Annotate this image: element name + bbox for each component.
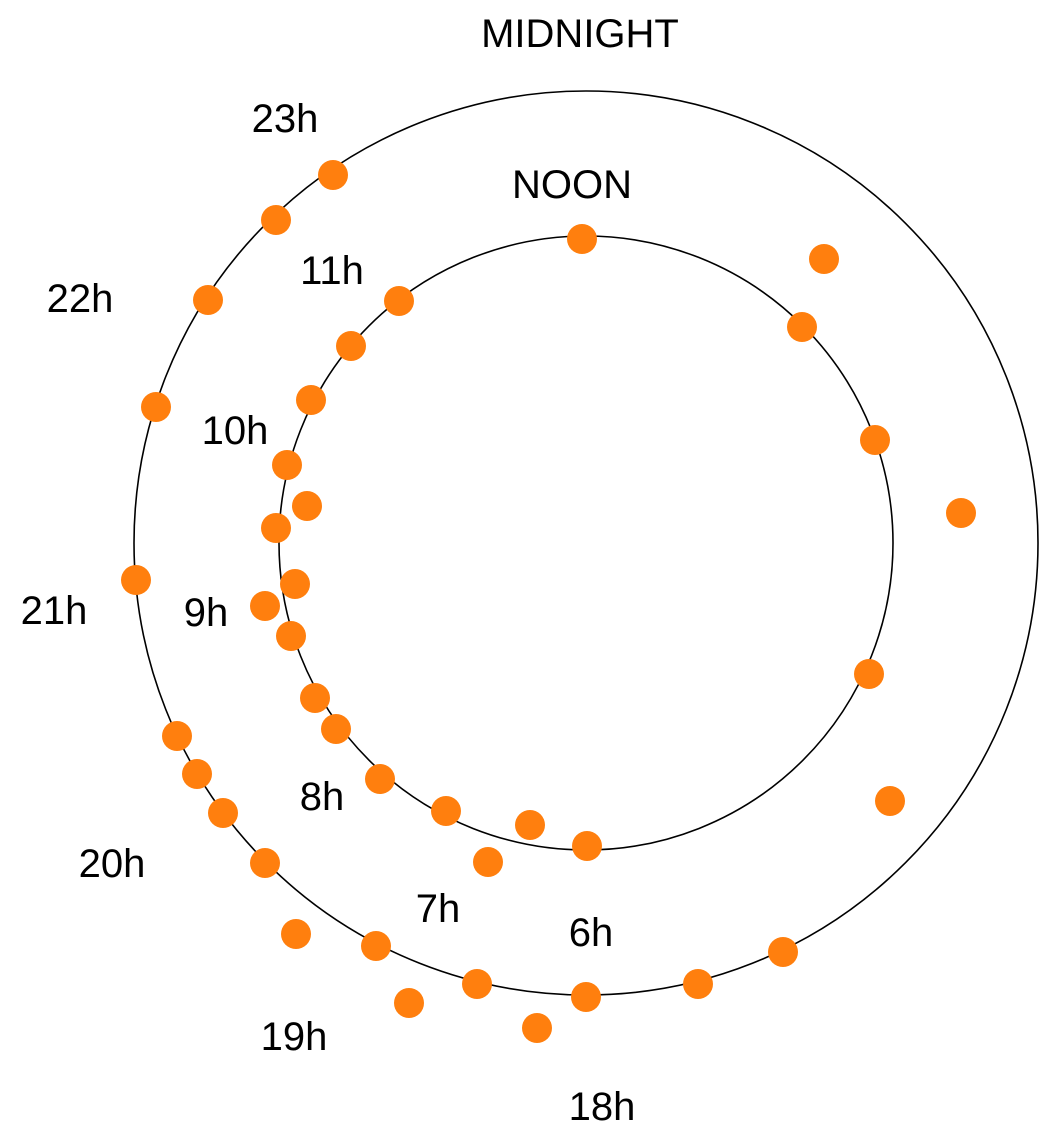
data-point <box>261 513 291 543</box>
outer-hour-label: 23h <box>252 97 319 141</box>
inner-hour-label: 6h <box>569 911 614 955</box>
data-point <box>280 569 310 599</box>
data-point <box>567 224 597 254</box>
outer-hour-label: 22h <box>47 277 114 321</box>
inner-hour-label: 11h <box>300 249 364 293</box>
data-point <box>318 160 348 190</box>
data-point <box>473 847 503 877</box>
data-point <box>296 385 326 415</box>
data-point <box>854 659 884 689</box>
inner-hour-label: 9h <box>184 591 229 635</box>
data-point <box>809 244 839 274</box>
outer-hour-label: 19h <box>261 1015 328 1059</box>
data-point <box>208 798 238 828</box>
data-point <box>121 565 151 595</box>
inner-hour-label: 10h <box>202 409 269 453</box>
dots-layer <box>121 160 976 1043</box>
noon-label: NOON <box>512 163 632 207</box>
data-point <box>683 969 713 999</box>
data-point <box>182 759 212 789</box>
data-point <box>515 810 545 840</box>
midnight-label: MIDNIGHT <box>481 12 679 56</box>
inner-hour-label: 8h <box>300 775 345 819</box>
data-point <box>875 786 905 816</box>
data-point <box>281 919 311 949</box>
data-point <box>336 331 366 361</box>
data-point <box>361 931 391 961</box>
data-point <box>787 312 817 342</box>
data-point <box>572 831 602 861</box>
data-point <box>462 969 492 999</box>
inner-hour-label: 7h <box>416 887 461 931</box>
data-point <box>292 491 322 521</box>
outer-hour-label: 21h <box>21 589 88 633</box>
data-point <box>571 982 601 1012</box>
data-point <box>394 988 424 1018</box>
data-point <box>300 683 330 713</box>
data-point <box>522 1013 552 1043</box>
data-point <box>272 450 302 480</box>
data-point <box>365 764 395 794</box>
data-point <box>250 848 280 878</box>
data-point <box>141 392 171 422</box>
data-point <box>946 498 976 528</box>
outer-hour-label: 20h <box>79 842 146 886</box>
data-point <box>261 205 291 235</box>
data-point <box>384 286 414 316</box>
data-point <box>250 591 280 621</box>
data-point <box>162 721 192 751</box>
data-point <box>860 425 890 455</box>
data-point <box>193 285 223 315</box>
outer-hour-label: 18h <box>569 1085 636 1124</box>
data-point <box>321 714 351 744</box>
data-point <box>768 937 798 967</box>
data-point <box>431 796 461 826</box>
data-point <box>276 621 306 651</box>
